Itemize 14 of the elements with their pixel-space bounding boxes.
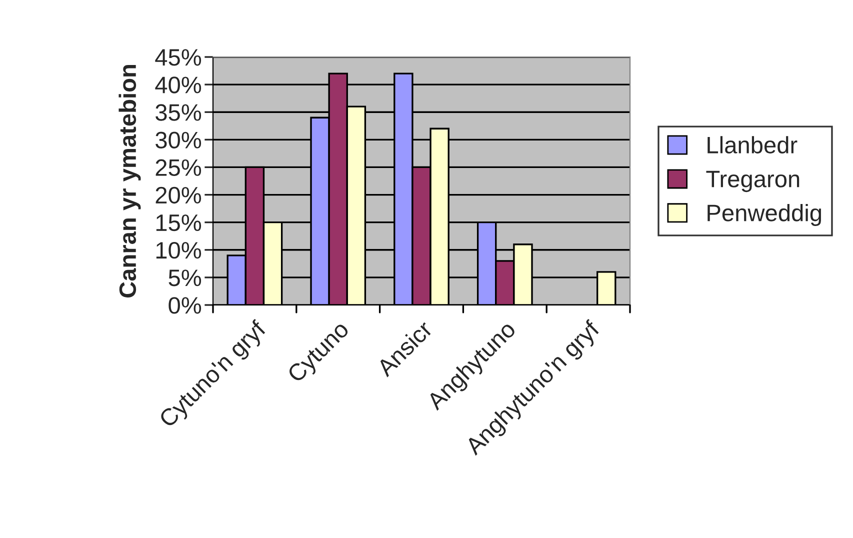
y-axis-title: Canran yr ymatebion	[118, 65, 141, 298]
y-tick-label: 20%	[156, 186, 202, 204]
y-tick-label: 15%	[156, 214, 202, 232]
y-tick-label: 0%	[168, 297, 202, 314]
y-tick-label: 35%	[156, 104, 202, 121]
legend-label: Llanbedr	[708, 136, 798, 154]
y-tick-label: 25%	[156, 159, 202, 176]
legend-label: Penweddig	[708, 204, 822, 226]
y-tick-label: 5%	[168, 270, 202, 286]
legend-label: Tregaron	[706, 170, 800, 192]
y-tick-label: 45%	[155, 49, 202, 66]
y-tick-label: 30%	[156, 132, 202, 148]
y-tick-label: 40%	[155, 76, 202, 94]
y-tick-label: 10%	[156, 242, 202, 259]
